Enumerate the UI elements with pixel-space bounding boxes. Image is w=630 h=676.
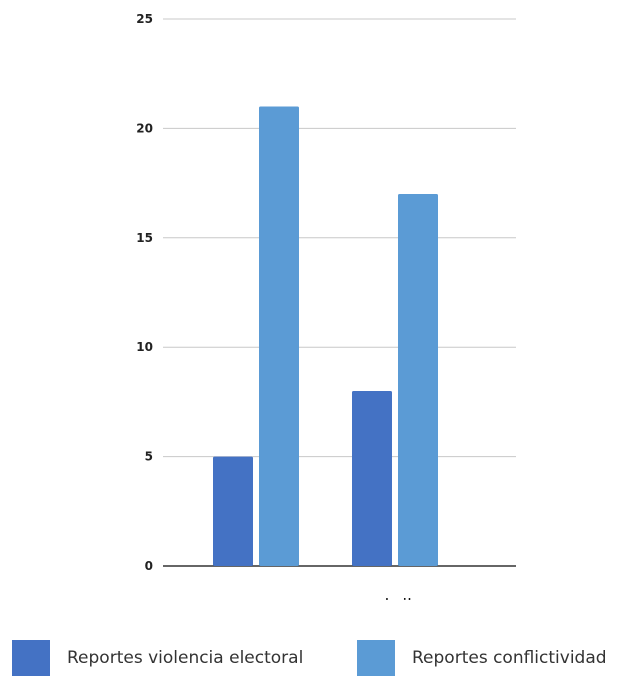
x-axis-categories: marzo abril	[227, 596, 411, 600]
bar-abril-series-0	[352, 390, 392, 566]
bars	[213, 106, 438, 567]
y-tick-label: 25	[136, 12, 153, 26]
bar-abril-series-1	[398, 194, 438, 567]
legend-swatch-conflictividad	[357, 640, 395, 676]
legend: Reportes violencia electoral Reportes co…	[0, 640, 630, 676]
y-axis-ticks: 0 5 10 15 20 25	[136, 12, 153, 573]
legend-swatch-violencia-electoral	[12, 640, 50, 676]
bar-marzo-series-1	[259, 106, 299, 567]
y-tick-label: 20	[136, 121, 153, 135]
category-label-abril: abril	[374, 596, 412, 600]
bar-marzo-series-0	[213, 456, 253, 566]
legend-label-violencia-electoral: Reportes violencia electoral	[67, 648, 304, 668]
legend-item-conflictividad: Reportes conflictividad	[357, 640, 607, 676]
y-tick-label: 0	[145, 559, 153, 573]
legend-item-violencia-electoral: Reportes violencia electoral	[12, 640, 303, 676]
y-tick-label: 15	[136, 231, 153, 245]
y-tick-label: 5	[145, 450, 153, 464]
y-tick-label: 10	[136, 340, 153, 354]
category-label-marzo: marzo	[227, 596, 280, 600]
bar-chart: 0 5 10 15 20 25 marzo abril	[136, 12, 516, 600]
legend-label-conflictividad: Reportes conflictividad	[412, 648, 607, 668]
